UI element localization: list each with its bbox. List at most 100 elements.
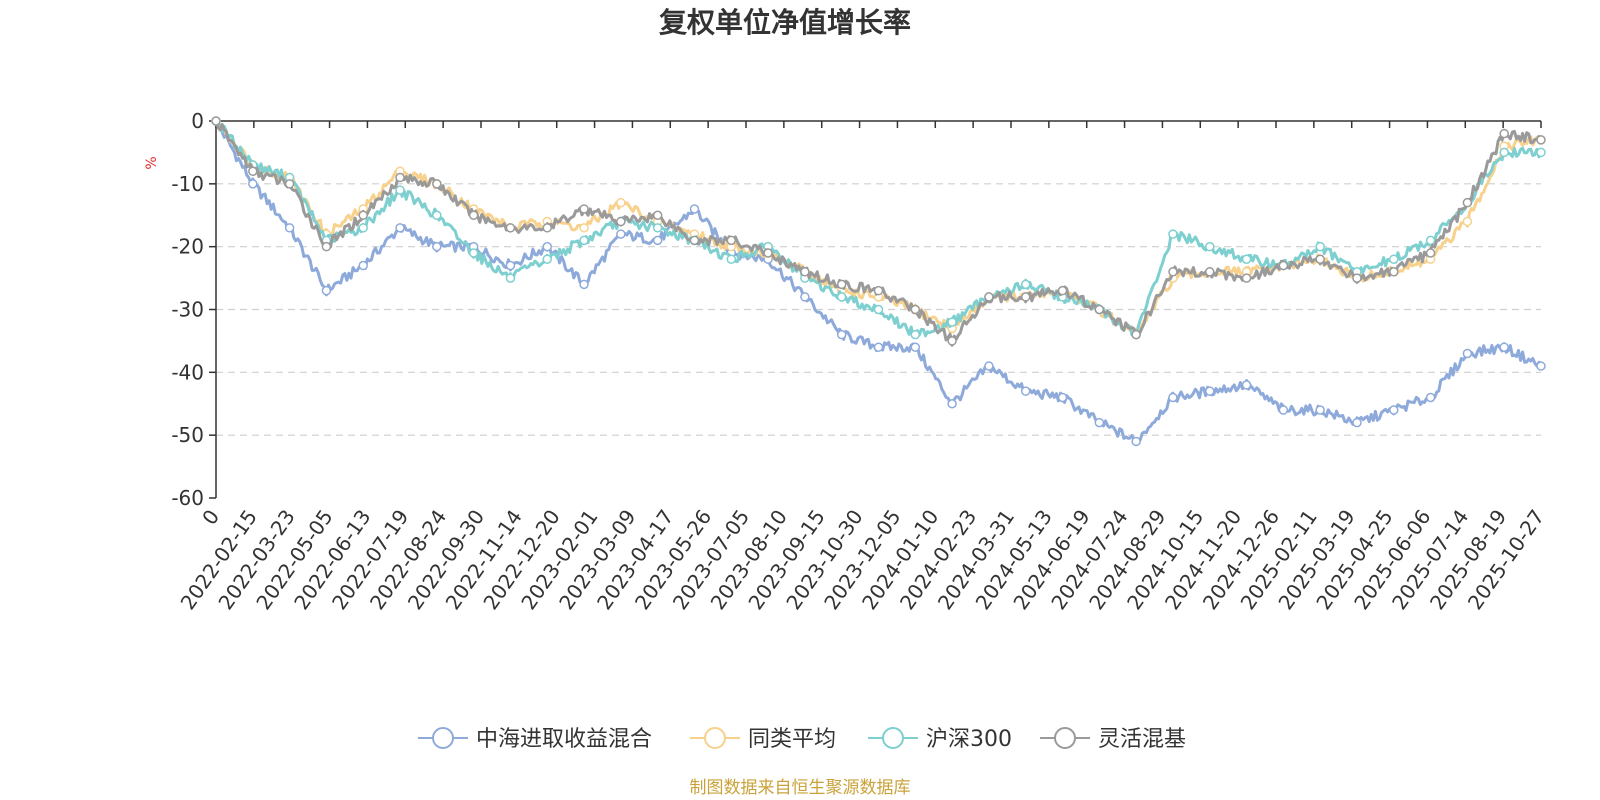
source-note: 制图数据来自恒生聚源数据库 bbox=[690, 778, 911, 798]
data-point bbox=[689, 235, 700, 246]
data-point bbox=[910, 304, 921, 315]
data-point bbox=[1094, 417, 1105, 428]
data-point bbox=[652, 210, 663, 220]
data-point bbox=[689, 204, 700, 214]
data-point bbox=[1425, 248, 1436, 258]
data-point bbox=[321, 285, 332, 296]
data-point bbox=[505, 273, 516, 283]
legend-item[interactable]: 沪深300 bbox=[868, 727, 1012, 752]
data-point bbox=[505, 260, 516, 271]
y-tick-label: -10 bbox=[171, 172, 204, 196]
data-point bbox=[1315, 254, 1325, 264]
data-point bbox=[836, 292, 847, 302]
data-point bbox=[542, 223, 552, 233]
data-point bbox=[321, 241, 332, 252]
legend-item[interactable]: 中海进取收益混合 bbox=[418, 727, 652, 752]
legend-marker bbox=[882, 727, 904, 749]
data-point bbox=[616, 216, 626, 227]
data-point bbox=[284, 223, 295, 233]
series-lines bbox=[211, 116, 1546, 447]
data-point bbox=[579, 235, 589, 246]
data-point bbox=[542, 241, 552, 252]
series-0 bbox=[211, 116, 1546, 447]
data-point bbox=[1205, 241, 1215, 252]
data-point bbox=[800, 292, 810, 302]
data-point bbox=[1094, 304, 1105, 315]
data-point bbox=[1020, 279, 1031, 290]
legend: 中海进取收益混合 同类平均 沪深300 灵活混基 bbox=[418, 727, 1186, 752]
data-point bbox=[1278, 405, 1289, 415]
data-point bbox=[1499, 147, 1509, 158]
data-point bbox=[248, 166, 258, 177]
data-point bbox=[1425, 392, 1436, 403]
series-2 bbox=[211, 116, 1546, 340]
data-point bbox=[1241, 254, 1252, 264]
data-point bbox=[1315, 241, 1325, 252]
data-point bbox=[395, 172, 405, 183]
data-point bbox=[395, 223, 405, 233]
data-point bbox=[1205, 267, 1215, 277]
data-point bbox=[836, 329, 847, 340]
data-point bbox=[1462, 348, 1473, 359]
legend-label: 中海进取收益混合 bbox=[476, 727, 652, 752]
data-point bbox=[873, 342, 884, 352]
data-point bbox=[358, 260, 368, 271]
data-point bbox=[1389, 267, 1399, 277]
data-point bbox=[1131, 436, 1141, 447]
y-tick-label: -20 bbox=[171, 235, 204, 259]
data-point bbox=[616, 229, 626, 239]
data-point bbox=[1462, 216, 1473, 227]
y-axis-ticks: 0 -10 -20 -30 -40 -50 -60 bbox=[171, 109, 216, 510]
series-line bbox=[215, 119, 1543, 444]
data-point bbox=[1278, 260, 1289, 271]
data-point bbox=[284, 179, 295, 189]
data-point bbox=[1536, 135, 1546, 145]
data-point bbox=[910, 342, 921, 352]
series-line bbox=[215, 119, 1543, 339]
data-point bbox=[1241, 380, 1252, 390]
y-tick-label: -60 bbox=[171, 486, 204, 510]
data-point bbox=[1205, 386, 1215, 396]
data-point bbox=[726, 235, 737, 246]
x-tick-label: 0 bbox=[197, 505, 224, 529]
legend-item[interactable]: 同类平均 bbox=[690, 727, 836, 752]
axes bbox=[215, 120, 1541, 498]
data-point bbox=[1057, 285, 1068, 296]
series-3 bbox=[211, 116, 1546, 347]
data-point bbox=[1425, 235, 1436, 246]
data-point bbox=[1020, 292, 1031, 302]
data-point bbox=[358, 210, 368, 220]
data-point bbox=[432, 179, 442, 189]
data-point bbox=[947, 317, 957, 327]
data-point bbox=[432, 241, 442, 252]
data-point bbox=[1352, 417, 1362, 428]
data-point bbox=[505, 223, 516, 233]
data-point bbox=[726, 254, 737, 264]
data-point bbox=[579, 204, 589, 214]
data-point bbox=[984, 361, 994, 371]
data-point bbox=[873, 304, 884, 315]
data-point bbox=[1057, 392, 1068, 403]
data-point bbox=[947, 399, 957, 409]
y-tick-label: 0 bbox=[191, 109, 204, 133]
legend-marker bbox=[1054, 727, 1076, 749]
data-point bbox=[652, 235, 663, 246]
data-point bbox=[873, 285, 884, 296]
data-point bbox=[800, 267, 810, 277]
data-point bbox=[947, 336, 957, 346]
y-tick-label: -30 bbox=[171, 298, 204, 322]
y-tick-label: -50 bbox=[171, 423, 204, 447]
data-point bbox=[1168, 392, 1178, 403]
data-point bbox=[1536, 361, 1546, 371]
data-point bbox=[763, 248, 773, 258]
data-point bbox=[1131, 329, 1141, 340]
data-point bbox=[468, 210, 479, 220]
data-point bbox=[1462, 197, 1473, 208]
data-point bbox=[579, 223, 589, 233]
data-point bbox=[1389, 405, 1399, 415]
data-point bbox=[1241, 273, 1252, 283]
legend-item[interactable]: 灵活混基 bbox=[1040, 727, 1186, 752]
legend-label: 同类平均 bbox=[748, 727, 836, 752]
data-point bbox=[432, 210, 442, 220]
